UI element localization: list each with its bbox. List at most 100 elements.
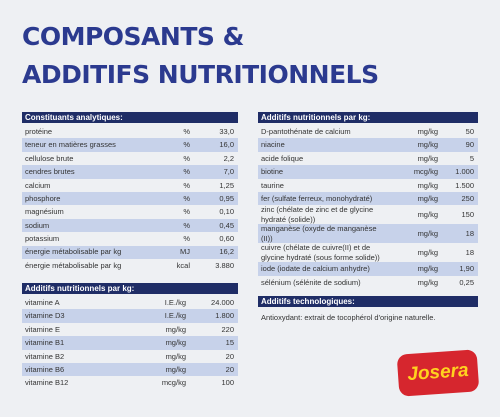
table-row: potassium% 0,60 (22, 232, 238, 245)
row-label: sodium (25, 220, 50, 230)
row-value: 250 (461, 193, 474, 203)
table-row: vitamine B1 mg/kg 15 (22, 336, 238, 350)
row-label: iode (iodate de calcium anhydre) (261, 264, 370, 274)
table-row: vitamine D3 I.E./kg 1.800 (22, 309, 238, 323)
table-row: vitamine A I.E./kg 24.000 (22, 296, 238, 309)
row-value: 90 (465, 140, 474, 150)
row-value: 0,45 (219, 220, 234, 230)
row-unit: % (183, 140, 190, 150)
row-unit: % (183, 207, 190, 217)
tech-text: Antioxydant: extrait de tocophérol d'ori… (261, 313, 436, 322)
row-unit: mg/kg (165, 324, 186, 334)
row-unit: mg/kg (165, 351, 186, 361)
row-value: 1.000 (455, 167, 474, 177)
row-label: vitamine B1 (25, 338, 65, 348)
table-row: cendres brutes% 7,0 (22, 165, 238, 179)
row-label: niacine (261, 140, 285, 150)
row-unit: mcg/kg (161, 378, 186, 388)
row-value: 0,10 (219, 207, 234, 217)
row-unit: mg/kg (417, 153, 438, 163)
table-row: phosphore% 0,95 (22, 191, 238, 206)
row-value: 0,25 (459, 277, 474, 287)
table-row: acide folique mg/kg 5 (258, 152, 478, 165)
table-row: vitamine E mg/kg 220 (22, 323, 238, 336)
row-unit: % (183, 167, 190, 177)
brand-logo: Josera (396, 349, 480, 397)
row-value: 15 (225, 338, 234, 348)
row-unit: I.E./kg (164, 297, 186, 307)
row-unit: mg/kg (165, 338, 186, 348)
row-label: vitamine D3 (25, 311, 65, 321)
row-value: 16,0 (219, 140, 234, 150)
row-unit: mcg/kg (413, 167, 438, 177)
row-value: 1.800 (215, 311, 234, 321)
row-label: calcium (25, 180, 51, 190)
row-label: cellulose brute (25, 153, 74, 163)
table-row: teneur en matières grasses% 16,0 (22, 138, 238, 152)
row-value: 0,60 (219, 234, 234, 244)
row-value: 3.880 (215, 260, 234, 270)
row-unit: mg/kg (417, 210, 438, 220)
row-label: cendres brutes (25, 167, 75, 177)
table-row: calcium% 1,25 (22, 179, 238, 192)
table-row: magnésium% 0,10 (22, 205, 238, 218)
row-unit: MJ (180, 247, 190, 257)
table-header: Additifs nutritionnels par kg: (258, 112, 478, 123)
row-label: biotine (261, 167, 284, 177)
row-label: sélénium (sélénite de sodium) (261, 277, 361, 287)
row-unit: mg/kg (417, 193, 438, 203)
table-header: Additifs technologiques: (258, 296, 478, 307)
row-unit: % (183, 153, 190, 163)
row-value: 20 (225, 351, 234, 361)
table-row: iode (iodate de calcium anhydre) mg/kg 1,9… (258, 262, 478, 276)
row-value: 2,2 (223, 153, 234, 163)
technological-table: Additifs technologiques: Antioxydant: ex… (258, 296, 478, 326)
row-label: protéine (25, 126, 53, 136)
row-unit: mg/kg (417, 140, 438, 150)
row-unit: mg/kg (417, 264, 438, 274)
row-unit: mg/kg (417, 248, 438, 258)
table-row: vitamine B12 mcg/kg 100 (22, 376, 238, 389)
row-label: vitamine B6 (25, 364, 65, 374)
row-unit: % (183, 126, 190, 136)
row-value: 18 (465, 229, 474, 239)
row-unit: % (183, 234, 190, 244)
table-row: vitamine B6 mg/kg 20 (22, 362, 238, 377)
row-label: phosphore (25, 193, 61, 203)
row-value: 1.500 (455, 180, 474, 190)
row-label: vitamine B12 (25, 378, 69, 388)
analytical-table: Constituants analytiques: protéine% 33,0 te… (22, 112, 238, 272)
row-value: 1,90 (459, 264, 474, 274)
additives-table: Additifs nutritionnels par kg: D-pantothé… (258, 112, 478, 289)
table-row: niacine mg/kg 90 (258, 138, 478, 152)
table-header: Constituants analytiques: (22, 112, 238, 123)
row-label: D-pantothénate de calcium (261, 126, 351, 136)
table-row: biotine mcg/kg 1.000 (258, 165, 478, 179)
title-line: ADDITIFS NUTRITIONNELS (22, 60, 379, 89)
table-row: cellulose brute% 2,2 (22, 152, 238, 165)
row-unit: kcal (176, 260, 190, 270)
row-unit: mg/kg (417, 126, 438, 136)
row-unit: % (183, 220, 190, 230)
row-label: vitamine A (25, 297, 60, 307)
table-row: énergie métabolisable par kg kcal 3.880 (22, 259, 238, 272)
row-label: acide folique (261, 153, 304, 163)
row-value: 5 (469, 153, 474, 163)
row-value: 33,0 (219, 126, 234, 136)
table-row: manganèse (oxyde de manganèse (II)) mg/kg… (258, 224, 478, 244)
table-row: cuivre (chélate de cuivre(II) et de glyc… (258, 243, 478, 262)
row-label: vitamine E (25, 324, 61, 334)
row-value: 150 (461, 210, 474, 220)
row-value: 0,95 (219, 193, 234, 203)
row-label: fer (sulfate ferreux, monohydraté) (261, 193, 373, 203)
row-label: potassium (25, 234, 60, 244)
row-label: vitamine B2 (25, 351, 65, 361)
row-label: cuivre (chélate de cuivre(II) et de glyc… (261, 243, 380, 262)
row-unit: mg/kg (417, 180, 438, 190)
row-value: 50 (465, 126, 474, 136)
table-row: sélénium (sélénite de sodium) mg/kg 0,25 (258, 276, 478, 289)
table-row: fer (sulfate ferreux, monohydraté) mg/kg 2… (258, 191, 478, 206)
row-label: manganèse (oxyde de manganèse (II)) (261, 224, 377, 243)
row-label: énergie métabolisable par kg (25, 260, 122, 270)
